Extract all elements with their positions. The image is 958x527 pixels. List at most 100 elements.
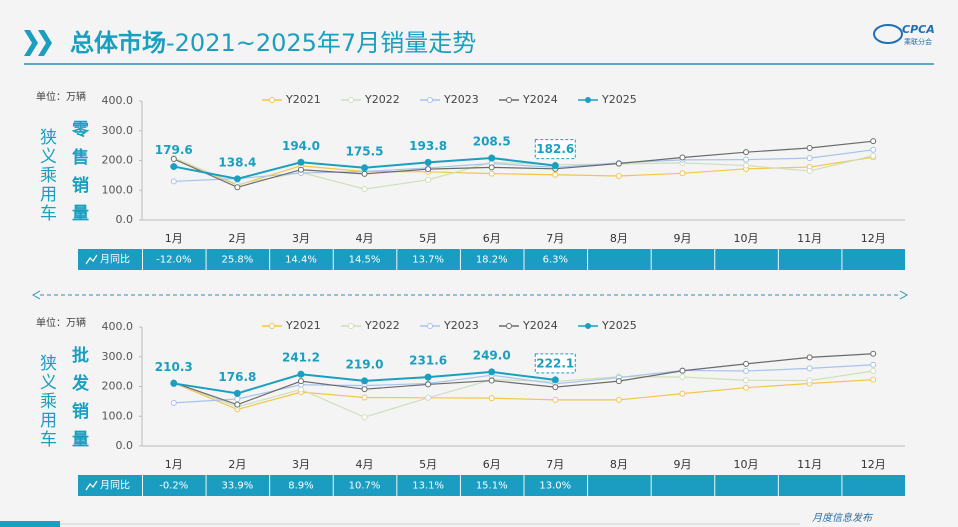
legend-label: Y2021 <box>285 93 321 106</box>
data-point <box>361 414 368 421</box>
data-point <box>806 365 813 372</box>
legend-label: Y2022 <box>364 93 400 106</box>
yoy-value: 14.5% <box>349 255 381 266</box>
data-point <box>679 170 686 177</box>
table-cell <box>715 249 778 270</box>
table-cell <box>778 475 842 496</box>
data-point <box>679 154 686 161</box>
data-point <box>806 354 813 361</box>
data-point <box>488 395 495 402</box>
x-tick-label: 9月 <box>673 232 691 245</box>
legend-dot <box>269 97 275 103</box>
data-point <box>870 368 877 375</box>
data-point <box>170 163 178 171</box>
legend-label: Y2024 <box>522 93 558 106</box>
footer-text: 月度信息发布 <box>812 512 874 524</box>
yoy-value: 18.2% <box>476 255 508 266</box>
value-label: 176.8 <box>218 370 256 384</box>
x-tick-label: 4月 <box>356 458 374 471</box>
x-tick-label: 11月 <box>797 458 822 471</box>
y-tick-label: 100.0 <box>102 409 134 422</box>
value-label: 179.6 <box>155 143 193 157</box>
x-tick-label: 4月 <box>356 232 374 245</box>
data-point <box>424 373 432 381</box>
table-header-cell <box>78 249 142 270</box>
data-point <box>870 152 877 159</box>
segment-label: 狭义乘用车 <box>36 128 57 223</box>
y-tick-label: 100.0 <box>102 183 134 196</box>
value-label: 138.4 <box>218 155 256 169</box>
logo-mark <box>873 24 903 44</box>
x-tick-label: 8月 <box>610 458 628 471</box>
data-point <box>361 377 369 385</box>
x-tick-label: 1月 <box>165 232 183 245</box>
data-point <box>234 184 241 191</box>
data-point <box>870 350 877 357</box>
trend-icon <box>85 480 98 491</box>
data-point <box>743 162 750 169</box>
x-tick-label: 10月 <box>734 458 759 471</box>
x-tick-label: 2月 <box>228 458 246 471</box>
data-point <box>361 386 368 393</box>
data-point <box>870 376 877 383</box>
data-point <box>806 377 813 384</box>
page-title: 总体市场-2021~2025年7月销量走势 <box>70 29 476 57</box>
data-point <box>488 170 495 177</box>
data-point <box>615 378 622 385</box>
table-cell <box>460 475 524 496</box>
data-point <box>297 166 304 173</box>
table-cell <box>270 475 333 496</box>
legend-dot <box>585 323 591 329</box>
series-line <box>173 149 874 182</box>
x-tick-label: 12月 <box>861 458 886 471</box>
data-point <box>551 162 559 170</box>
data-point <box>806 155 813 162</box>
data-point <box>297 378 304 385</box>
x-tick-label: 2月 <box>228 232 246 245</box>
table-cell <box>651 475 715 496</box>
data-point <box>679 390 686 397</box>
table-cell <box>778 249 842 270</box>
yoy-value: 6.3% <box>543 255 568 266</box>
legend-label: Y2025 <box>601 93 637 106</box>
data-point <box>552 171 559 178</box>
y-tick-label: 400.0 <box>102 94 134 107</box>
unit-label: 单位：万辆 <box>36 90 86 103</box>
yoy-value: -0.2% <box>159 481 188 492</box>
data-point <box>488 154 496 162</box>
table-cell <box>270 249 333 270</box>
table-cell <box>206 475 270 496</box>
data-point <box>743 384 750 391</box>
data-point <box>743 368 750 375</box>
table-header-label: 月同比 <box>100 254 130 266</box>
data-point <box>806 145 813 152</box>
unit-label: 单位：万辆 <box>36 316 86 329</box>
data-point <box>743 377 750 384</box>
x-tick-label: 10月 <box>734 232 759 245</box>
y-tick-label: 400.0 <box>102 320 134 333</box>
data-point <box>425 166 432 173</box>
x-tick-label: 12月 <box>861 232 886 245</box>
y-tick-label: 0.0 <box>116 213 134 226</box>
data-point <box>615 172 622 179</box>
chevron-icon <box>24 30 52 56</box>
legend-dot <box>506 97 512 103</box>
x-tick-label: 3月 <box>292 232 310 245</box>
table-header-cell <box>78 475 142 496</box>
data-point <box>870 138 877 145</box>
legend-label: Y2022 <box>364 319 400 332</box>
value-label: 210.3 <box>155 360 193 374</box>
data-point <box>488 164 495 171</box>
data-point <box>425 176 432 183</box>
legend-dot <box>348 97 354 103</box>
value-label: 219.0 <box>346 357 384 371</box>
data-point <box>615 160 622 167</box>
data-point <box>679 373 686 380</box>
legend-label: Y2021 <box>285 319 321 332</box>
table-cell <box>651 249 715 270</box>
data-point <box>425 381 432 388</box>
value-label: 194.0 <box>282 139 320 153</box>
value-label: 231.6 <box>409 354 447 368</box>
yoy-value: 13.1% <box>412 481 444 492</box>
y-tick-label: 0.0 <box>116 439 134 452</box>
